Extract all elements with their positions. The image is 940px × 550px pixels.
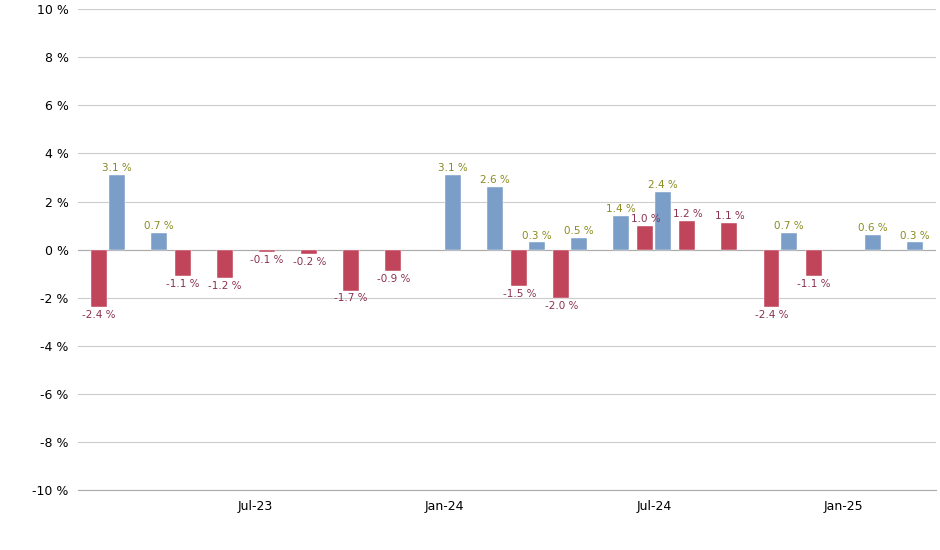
Text: 1.1 %: 1.1 % (714, 211, 744, 221)
Text: 3.1 %: 3.1 % (438, 163, 468, 173)
Bar (301, 250, 317, 255)
Bar (217, 250, 233, 278)
Text: 0.6 %: 0.6 % (858, 223, 888, 233)
Bar (529, 243, 545, 250)
Text: 1.2 %: 1.2 % (673, 209, 702, 219)
Text: -2.0 %: -2.0 % (544, 301, 578, 311)
Text: -1.5 %: -1.5 % (503, 289, 536, 299)
Bar (722, 223, 738, 250)
Text: -0.1 %: -0.1 % (250, 255, 284, 265)
Text: 3.1 %: 3.1 % (102, 163, 132, 173)
Text: 0.7 %: 0.7 % (144, 221, 174, 231)
Text: 1.0 %: 1.0 % (631, 213, 660, 224)
Text: -0.9 %: -0.9 % (377, 274, 410, 284)
Bar (150, 233, 166, 250)
Bar (259, 250, 275, 252)
Text: -2.4 %: -2.4 % (83, 310, 116, 320)
Text: 2.4 %: 2.4 % (649, 180, 678, 190)
Bar (554, 250, 570, 298)
Bar (487, 187, 503, 250)
Bar (109, 175, 125, 250)
Bar (763, 250, 779, 307)
Text: 2.6 %: 2.6 % (480, 175, 509, 185)
Text: 0.7 %: 0.7 % (775, 221, 804, 231)
Text: -2.4 %: -2.4 % (755, 310, 789, 320)
Bar (680, 221, 696, 250)
Bar (655, 192, 671, 250)
Bar (343, 250, 359, 290)
Text: -1.1 %: -1.1 % (797, 279, 830, 289)
Text: 0.3 %: 0.3 % (901, 230, 930, 240)
Bar (91, 250, 107, 307)
Text: -1.2 %: -1.2 % (209, 282, 242, 292)
Bar (907, 243, 923, 250)
Bar (445, 175, 461, 250)
Text: 1.4 %: 1.4 % (606, 204, 636, 214)
Bar (175, 250, 191, 276)
Text: -0.2 %: -0.2 % (292, 257, 326, 267)
Bar (781, 233, 797, 250)
Bar (511, 250, 527, 285)
Bar (385, 250, 401, 271)
Bar (571, 238, 587, 250)
Bar (806, 250, 822, 276)
Text: 0.5 %: 0.5 % (564, 226, 594, 236)
Bar (613, 216, 629, 250)
Bar (865, 235, 881, 250)
Text: 0.3 %: 0.3 % (523, 230, 552, 240)
Bar (637, 226, 653, 250)
Text: -1.7 %: -1.7 % (335, 293, 368, 304)
Text: -1.1 %: -1.1 % (166, 279, 200, 289)
